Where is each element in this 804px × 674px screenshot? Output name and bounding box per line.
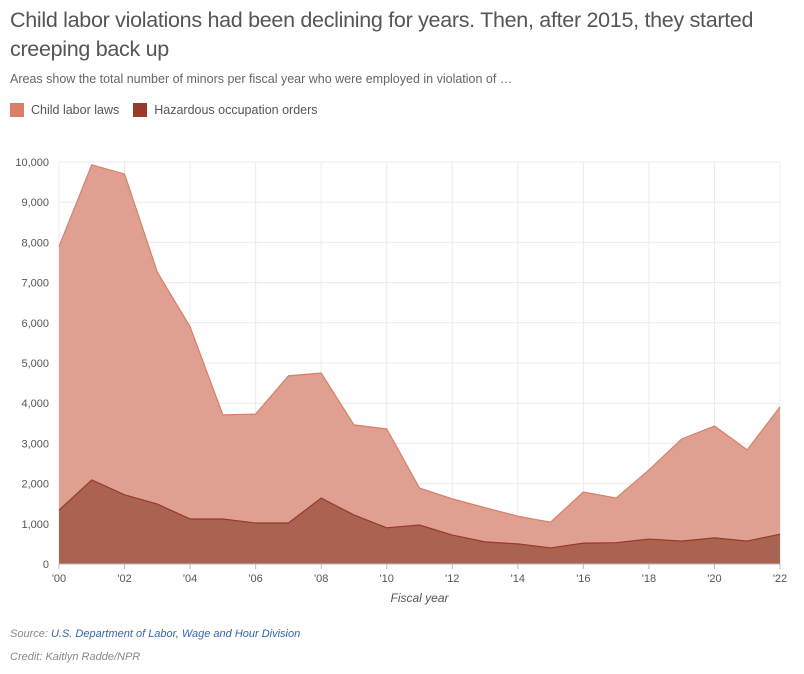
data-point bbox=[385, 526, 389, 530]
data-point bbox=[516, 542, 520, 546]
legend-swatch bbox=[10, 103, 24, 117]
x-tick-label: '14 bbox=[511, 573, 525, 585]
chart-title: Child labor violations had been declinin… bbox=[10, 8, 754, 61]
data-point bbox=[712, 424, 716, 428]
data-point bbox=[123, 493, 127, 497]
data-point bbox=[483, 506, 487, 510]
data-point bbox=[450, 533, 454, 537]
x-tick-label: '04 bbox=[183, 573, 197, 585]
data-point bbox=[57, 244, 61, 248]
data-point bbox=[581, 490, 585, 494]
legend-label: Child labor laws bbox=[31, 103, 120, 117]
data-point bbox=[712, 536, 716, 540]
source-link[interactable]: U.S. Department of Labor, Wage and Hour … bbox=[50, 628, 301, 640]
y-tick-label: 10,000 bbox=[15, 157, 49, 169]
chart-subtitle: Areas show the total number of minors pe… bbox=[10, 72, 513, 86]
source-label: Source: bbox=[10, 628, 48, 640]
data-point bbox=[221, 413, 225, 417]
y-tick-label: 7,000 bbox=[21, 278, 49, 290]
data-point bbox=[385, 427, 389, 431]
data-point bbox=[352, 513, 356, 517]
y-tick-label: 9,000 bbox=[21, 197, 49, 209]
data-point bbox=[418, 523, 422, 527]
y-tick-label: 1,000 bbox=[21, 519, 49, 531]
y-tick-label: 8,000 bbox=[21, 237, 49, 249]
data-point bbox=[516, 514, 520, 518]
data-point bbox=[647, 537, 651, 541]
data-point bbox=[352, 423, 356, 427]
y-tick-label: 2,000 bbox=[21, 479, 49, 491]
line-child-labor bbox=[58, 164, 781, 523]
x-tick-label: '02 bbox=[117, 573, 131, 585]
x-axis-label: Fiscal year bbox=[390, 591, 449, 605]
x-tick-label: '20 bbox=[707, 573, 721, 585]
data-point bbox=[188, 517, 192, 521]
x-tick-label: '16 bbox=[576, 573, 590, 585]
data-point bbox=[254, 521, 258, 525]
data-point bbox=[155, 270, 159, 274]
data-point bbox=[614, 541, 618, 545]
legend-swatch bbox=[133, 103, 148, 117]
x-tick-label: '08 bbox=[314, 573, 328, 585]
data-point bbox=[745, 539, 749, 543]
legend: Child labor laws Hazardous occupation or… bbox=[10, 103, 318, 117]
data-point bbox=[155, 502, 159, 506]
data-point bbox=[549, 520, 553, 524]
data-point bbox=[418, 486, 422, 490]
x-tick-label: '18 bbox=[642, 573, 656, 585]
data-point bbox=[778, 532, 782, 536]
data-point bbox=[254, 412, 258, 416]
area-chart: 0 1,000 2,000 3,000 4,000 5,000 6,000 7,000 8,00… bbox=[15, 157, 787, 605]
credit-note: Credit: Kaitlyn Radde/NPR bbox=[10, 651, 141, 663]
legend-item-hazardous: Hazardous occupation orders bbox=[133, 103, 318, 117]
area-child-labor bbox=[59, 164, 780, 564]
data-point bbox=[680, 539, 684, 543]
data-point bbox=[57, 508, 61, 512]
legend-label: Hazardous occupation orders bbox=[154, 103, 318, 117]
legend-item-child-labor: Child labor laws bbox=[10, 103, 119, 117]
data-point bbox=[614, 496, 618, 500]
y-tick-label: 5,000 bbox=[21, 358, 49, 370]
data-point bbox=[90, 163, 94, 167]
line-hazardous bbox=[58, 479, 781, 549]
y-tick-label: 4,000 bbox=[21, 398, 49, 410]
data-point bbox=[745, 448, 749, 452]
data-point bbox=[123, 172, 127, 176]
data-point bbox=[450, 497, 454, 501]
x-tick-label: '00 bbox=[52, 573, 66, 585]
x-tick-label: '06 bbox=[248, 573, 262, 585]
data-point bbox=[319, 371, 323, 375]
data-point bbox=[581, 541, 585, 545]
data-point bbox=[778, 405, 782, 409]
x-tick-label: '10 bbox=[380, 573, 394, 585]
data-point bbox=[483, 540, 487, 544]
data-point bbox=[647, 468, 651, 472]
y-tick-label: 0 bbox=[43, 559, 49, 571]
data-point bbox=[549, 546, 553, 550]
x-tick-label: '12 bbox=[445, 573, 459, 585]
data-point bbox=[319, 496, 323, 500]
y-tick-label: 6,000 bbox=[21, 318, 49, 330]
source-note: Source: U.S. Department of Labor, Wage a… bbox=[10, 628, 300, 640]
data-point bbox=[286, 374, 290, 378]
x-tick-label: '22 bbox=[773, 573, 787, 585]
data-point bbox=[90, 478, 94, 482]
data-point bbox=[286, 521, 290, 525]
data-point bbox=[221, 517, 225, 521]
y-tick-label: 3,000 bbox=[21, 438, 49, 450]
data-point bbox=[188, 325, 192, 329]
data-point bbox=[680, 437, 684, 441]
